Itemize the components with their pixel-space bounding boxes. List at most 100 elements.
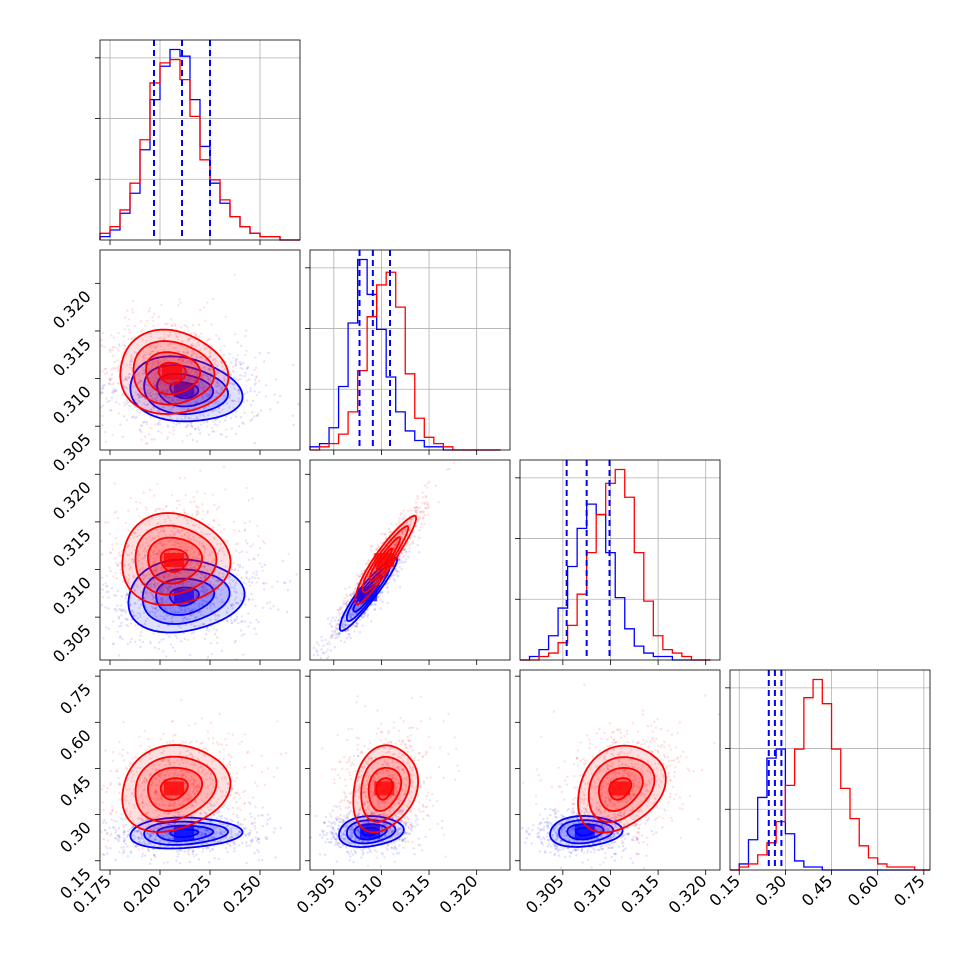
scatter-point xyxy=(108,826,112,830)
scatter-point xyxy=(243,818,246,821)
scatter-point xyxy=(201,374,204,377)
scatter-point xyxy=(150,554,153,558)
scatter-point xyxy=(150,365,154,368)
scatter-point xyxy=(275,378,278,381)
scatter-point xyxy=(176,530,180,534)
scatter-point xyxy=(202,407,206,410)
scatter-point xyxy=(154,856,157,859)
scatter-point xyxy=(183,616,186,620)
scatter-point xyxy=(137,381,140,384)
scatter-point xyxy=(154,346,157,350)
scatter-point xyxy=(199,812,202,815)
scatter-point xyxy=(352,591,355,595)
scatter-point xyxy=(142,573,145,576)
scatter-point xyxy=(312,667,314,669)
scatter-point xyxy=(116,630,119,634)
scatter-point xyxy=(217,371,220,374)
scatter-point xyxy=(143,622,147,626)
scatter-point xyxy=(123,344,127,348)
scatter-point xyxy=(207,367,210,370)
scatter-point xyxy=(153,614,156,617)
scatter-point xyxy=(149,332,152,335)
scatter-point xyxy=(168,586,171,589)
scatter-point xyxy=(187,534,191,537)
scatter-point xyxy=(202,385,205,388)
scatter-point xyxy=(127,544,130,547)
scatter-point xyxy=(205,394,208,398)
scatter-point xyxy=(160,591,163,594)
scatter-point xyxy=(101,414,104,418)
scatter-point xyxy=(401,561,404,564)
scatter-point xyxy=(356,621,359,625)
scatter-point xyxy=(331,625,334,628)
scatter-point xyxy=(122,830,125,834)
scatter-point xyxy=(154,581,157,585)
scatter-point xyxy=(404,558,408,561)
scatter-point xyxy=(378,594,382,597)
scatter-point xyxy=(131,834,134,838)
scatter-point xyxy=(111,354,115,358)
scatter-point xyxy=(181,545,184,548)
scatter-point xyxy=(127,376,131,379)
scatter-point xyxy=(195,415,199,418)
scatter-point xyxy=(231,399,234,403)
scatter-point xyxy=(194,344,198,348)
scatter-point xyxy=(93,583,95,585)
scatter-point xyxy=(360,603,363,606)
scatter-point xyxy=(250,841,253,844)
scatter-point xyxy=(195,556,198,560)
scatter-point xyxy=(338,632,342,635)
scatter-point xyxy=(172,422,176,425)
scatter-point xyxy=(139,553,142,556)
scatter-point xyxy=(273,827,277,830)
scatter-point xyxy=(233,383,236,386)
scatter-point xyxy=(117,827,121,830)
scatter-point xyxy=(212,358,215,361)
scatter-point xyxy=(198,540,201,544)
scatter-point xyxy=(251,497,254,500)
scatter-point xyxy=(122,344,125,347)
scatter-point xyxy=(113,511,117,514)
scatter-point xyxy=(152,325,155,328)
scatter-point xyxy=(414,511,418,514)
scatter-point xyxy=(189,583,192,586)
scatter-point xyxy=(154,384,157,387)
scatter-point xyxy=(202,590,205,594)
scatter-point xyxy=(230,399,233,402)
scatter-point xyxy=(183,450,185,452)
scatter-point xyxy=(205,590,208,593)
scatter-point xyxy=(266,837,269,840)
scatter-point xyxy=(170,620,173,623)
scatter-point xyxy=(103,383,106,387)
scatter-point xyxy=(216,597,219,600)
scatter-point xyxy=(154,569,157,572)
scatter-point xyxy=(194,595,197,599)
scatter-point xyxy=(144,842,147,846)
scatter-point xyxy=(100,587,103,591)
scatter-point xyxy=(117,551,121,555)
scatter-point xyxy=(195,593,199,597)
scatter-point xyxy=(94,438,96,440)
scatter-point xyxy=(257,837,260,840)
scatter-point xyxy=(235,618,238,621)
scatter-point xyxy=(398,557,401,561)
scatter-point xyxy=(210,602,213,605)
scatter-point xyxy=(103,345,106,349)
scatter-point xyxy=(234,360,238,364)
scatter-point xyxy=(189,432,192,436)
pair-body-2-1 xyxy=(312,461,456,669)
scatter-point xyxy=(167,823,170,827)
scatter-point xyxy=(179,626,182,629)
scatter-point xyxy=(131,825,135,828)
scatter-point xyxy=(220,649,224,652)
scatter-point xyxy=(138,428,142,431)
scatter-point xyxy=(345,630,348,633)
scatter-point xyxy=(113,346,117,349)
scatter-point xyxy=(196,401,199,404)
scatter-point xyxy=(207,367,211,371)
scatter-point xyxy=(115,820,118,823)
scatter-point xyxy=(348,614,352,617)
scatter-point xyxy=(426,507,429,510)
scatter-point xyxy=(159,824,162,827)
scatter-point xyxy=(79,373,81,375)
